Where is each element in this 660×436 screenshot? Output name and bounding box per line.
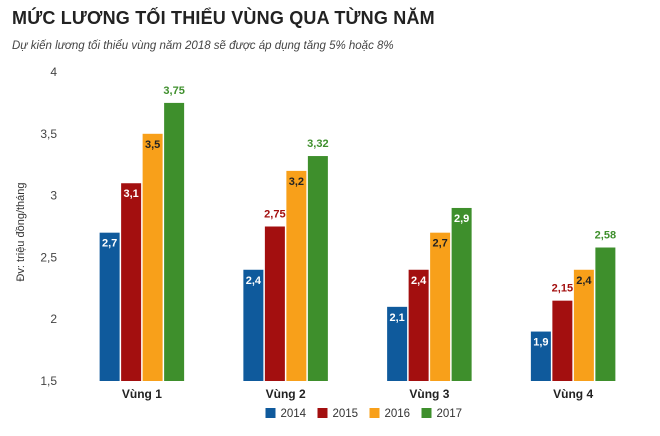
x-axis: Vùng 1 Vùng 2 Vùng 3 Vùng 4: [122, 387, 594, 401]
bar-2015-2: [264, 226, 285, 381]
x-category-label: Vùng 2: [266, 387, 306, 401]
data-label: 1,9: [533, 337, 548, 349]
bar-2014-1: [99, 232, 120, 381]
bars: 2,7 3,1 3,5 3,75 2,4 2,75 3,2 3,32 2,1 2,4 2,7 2,9 1…: [99, 85, 616, 382]
data-label: 3,5: [145, 139, 160, 151]
bar-2017-2: [307, 156, 328, 381]
legend-swatch-2016: [369, 408, 380, 418]
data-label: 2,4: [246, 275, 262, 287]
legend-label: 2016: [385, 408, 411, 420]
bar-2016-2: [286, 170, 307, 381]
data-label: 2,9: [454, 213, 469, 225]
data-label: 2,4: [411, 275, 427, 287]
legend-label: 2014: [281, 408, 307, 420]
y-axis: 1,5 2 2,5 3 3,5 4: [40, 65, 57, 388]
data-label: 3,1: [123, 188, 138, 200]
data-label: 2,1: [389, 312, 404, 324]
data-label: 2,7: [432, 238, 447, 250]
chart-subtitle: Dự kiến lương tối thiểu vùng năm 2018 sẽ…: [12, 40, 394, 52]
y-tick-label: 1,5: [40, 374, 57, 388]
chart-title: MỨC LƯƠNG TỐI THIỂU VÙNG QUA TỪNG NĂM: [12, 8, 435, 28]
data-label: 2,75: [264, 209, 285, 221]
legend-swatch-2015: [317, 408, 328, 418]
bar-2015-1: [121, 183, 142, 381]
x-category-label: Vùng 3: [409, 387, 449, 401]
legend-label: 2015: [333, 408, 359, 420]
bar-2017-3: [451, 207, 472, 381]
y-axis-label: Đv: triệu đồng/tháng: [15, 182, 27, 281]
data-label: 2,15: [552, 283, 573, 295]
legend-swatch-2017: [421, 408, 432, 418]
bar-2017-1: [164, 102, 185, 382]
y-tick-label: 3: [50, 189, 57, 203]
y-tick-label: 4: [50, 65, 57, 79]
legend-swatch-2014: [265, 408, 276, 418]
data-label: 2,7: [102, 238, 117, 250]
bar-2017-4: [595, 247, 616, 381]
y-tick-label: 2: [50, 312, 57, 326]
bar-2014-4: [530, 331, 551, 381]
data-label: 3,32: [307, 138, 328, 150]
bar-2015-3: [408, 269, 429, 381]
legend: 2014 2015 2016 2017: [265, 408, 463, 420]
data-label: 3,2: [289, 176, 304, 188]
legend-label: 2017: [437, 408, 463, 420]
y-tick-label: 3,5: [40, 127, 57, 141]
bar-2014-3: [387, 306, 408, 381]
bar-2014-2: [243, 269, 264, 381]
bar-2016-3: [430, 232, 451, 381]
x-category-label: Vùng 1: [122, 387, 162, 401]
data-label: 3,75: [163, 85, 184, 97]
x-category-label: Vùng 4: [553, 387, 593, 401]
bar-2016-4: [573, 269, 594, 381]
bar-2015-4: [552, 300, 573, 381]
bar-2016-1: [142, 133, 163, 381]
y-tick-label: 2,5: [40, 250, 57, 264]
data-label: 2,4: [576, 275, 592, 287]
data-label: 2,58: [595, 230, 616, 242]
